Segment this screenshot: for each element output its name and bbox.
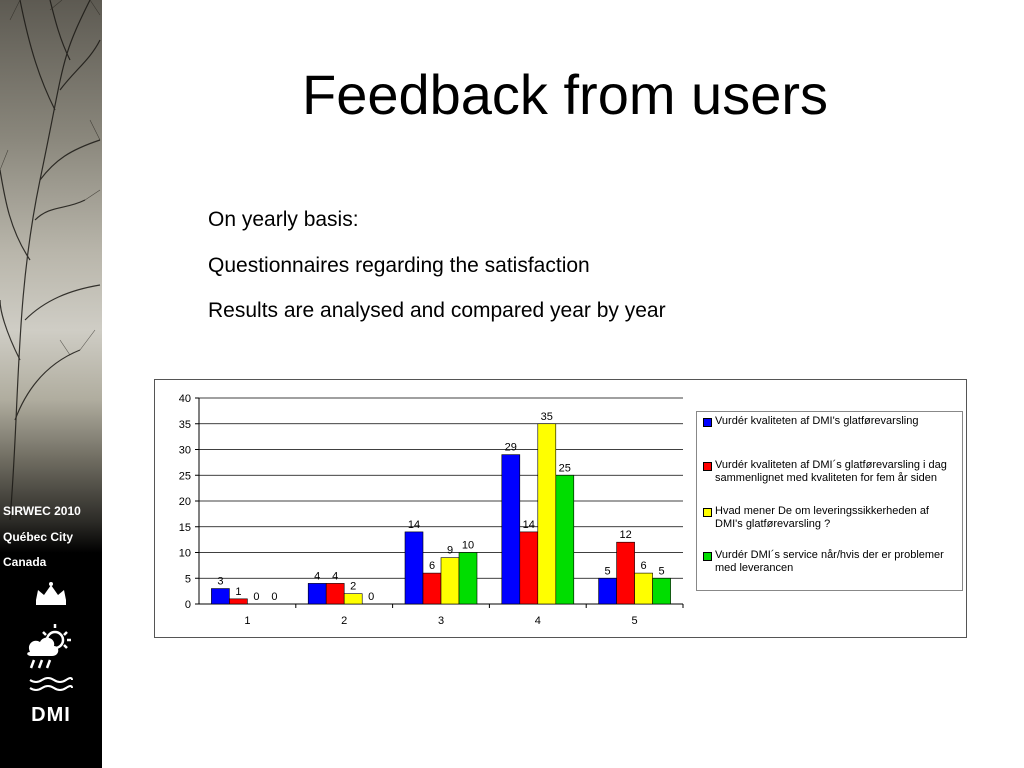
data-label: 1 [235, 586, 241, 598]
data-label: 12 [619, 529, 631, 541]
data-label: 0 [253, 591, 259, 603]
legend-item: Vurdér DMI´s service når/hvis der er pro… [703, 549, 955, 575]
legend-swatch [703, 418, 712, 427]
bar [519, 531, 539, 605]
data-label: 0 [271, 591, 277, 603]
y-tick-label: 0 [185, 599, 191, 611]
data-label: 10 [462, 540, 474, 552]
data-label: 3 [217, 576, 223, 588]
data-label: 2 [350, 581, 356, 593]
legend-swatch [703, 552, 712, 561]
y-tick-label: 40 [179, 393, 191, 405]
data-label: 0 [368, 591, 374, 603]
conference-city: Québec City [3, 530, 74, 544]
bar [458, 552, 478, 605]
legend-item: Vurdér kvaliteten af DMI's glatførevarsl… [703, 415, 955, 428]
y-tick-label: 25 [179, 470, 191, 482]
data-label: 6 [641, 560, 647, 572]
dmi-logo [27, 582, 73, 691]
bar [598, 577, 617, 605]
conference-country: Canada [3, 555, 47, 569]
legend-item: Vurdér kvaliteten af DMI´s glatførevarsl… [703, 459, 955, 485]
y-tick-label: 5 [185, 573, 191, 585]
data-label: 9 [447, 545, 453, 557]
bar [307, 583, 327, 605]
x-tick-label: 5 [632, 615, 638, 627]
legend-label: Vurdér DMI´s service når/hvis der er pro… [715, 549, 944, 574]
y-tick-label: 35 [179, 419, 191, 431]
legend-label: Vurdér kvaliteten af DMI´s glatførevarsl… [715, 459, 947, 484]
crown-icon [36, 582, 66, 605]
bar [634, 572, 653, 605]
x-tick-label: 4 [535, 615, 541, 627]
dmi-logo-text: DMI [31, 704, 71, 726]
bar [501, 454, 521, 605]
bar [537, 423, 557, 605]
data-label: 14 [523, 519, 535, 531]
bullet-3: Results are analysed and compared year b… [208, 299, 666, 322]
y-tick-label: 15 [179, 522, 191, 534]
x-tick-label: 2 [341, 615, 347, 627]
conference-name: SIRWEC 2010 [3, 504, 81, 518]
data-label: 25 [559, 462, 571, 474]
waves-icon [29, 677, 73, 691]
data-label: 5 [605, 565, 611, 577]
legend-item: Hvad mener De om leveringssikkerheden af… [703, 505, 955, 531]
sidebar-photo: SIRWEC 2010 Québec City Canada DMI [0, 0, 102, 768]
data-label: 35 [541, 411, 553, 423]
weather-icon [27, 624, 71, 669]
bar [229, 598, 248, 605]
legend-swatch [703, 508, 712, 517]
y-tick-label: 20 [179, 496, 191, 508]
data-label: 14 [408, 519, 420, 531]
y-tick-label: 30 [179, 445, 191, 457]
x-tick-label: 3 [438, 615, 444, 627]
bar [652, 577, 671, 605]
bar [422, 572, 442, 605]
bullet-1: On yearly basis: [208, 208, 359, 231]
legend-label: Vurdér kvaliteten af DMI's glatførevarsl… [715, 415, 919, 427]
tree-branches-image [0, 0, 101, 520]
bar [211, 588, 230, 605]
slide-title: Feedback from users [302, 63, 828, 126]
data-label: 4 [332, 570, 338, 582]
data-label: 5 [659, 565, 665, 577]
legend-label: Hvad mener De om leveringssikkerheden af… [715, 505, 929, 530]
x-tick-label: 1 [244, 615, 250, 627]
y-tick-label: 10 [179, 548, 191, 560]
bar [440, 557, 460, 605]
chart-legend: Vurdér kvaliteten af DMI's glatførevarsl… [696, 411, 963, 591]
bullet-2: Questionnaires regarding the satisfactio… [208, 254, 590, 277]
bar [404, 531, 424, 605]
bar-chart: 0 5 10 15 20 25 30 35 40 3 1 0 0 1 4 4 2 0 2 14 6 9 10 3 29 14 35 2… [154, 379, 967, 638]
data-label: 29 [505, 442, 517, 454]
bar [343, 593, 363, 605]
data-label: 4 [314, 570, 320, 582]
bar [555, 474, 575, 605]
legend-swatch [703, 462, 712, 471]
bar [616, 541, 635, 605]
data-label: 6 [429, 560, 435, 572]
bar [325, 583, 345, 605]
